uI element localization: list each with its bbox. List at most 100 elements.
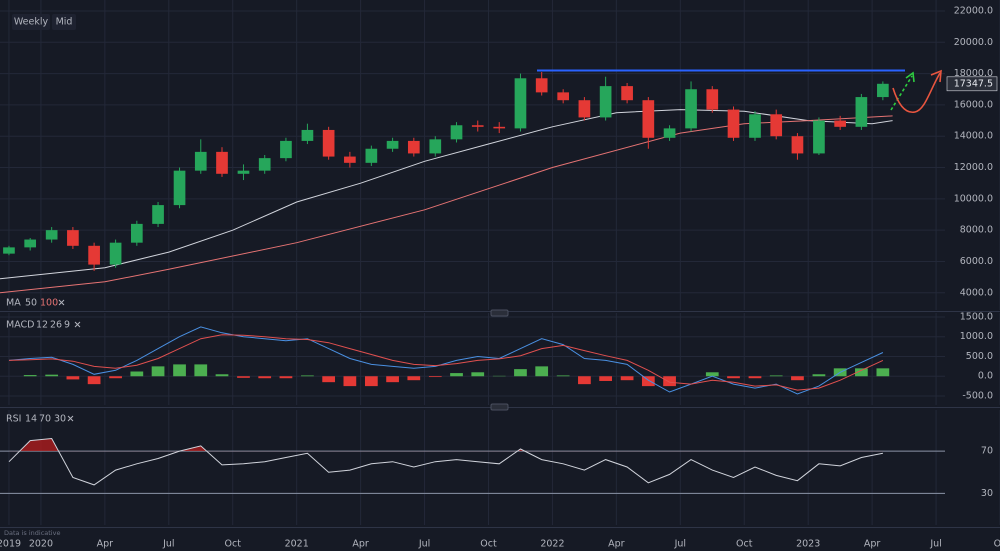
- y-tick-label: 8000.0: [960, 225, 993, 236]
- price-type-label: Mid: [56, 17, 73, 28]
- candle-body: [386, 140, 399, 149]
- x-tick-label: 2022: [540, 539, 564, 550]
- close-icon[interactable]: [58, 299, 65, 306]
- histogram-bar: [23, 375, 37, 377]
- candle-body: [88, 245, 100, 265]
- candle-body: [599, 86, 612, 118]
- price-plot: [0, 69, 905, 294]
- histogram-bar: [663, 376, 676, 387]
- candle-body: [45, 230, 58, 240]
- interval-button[interactable]: [12, 14, 50, 30]
- legend-entry: 26: [50, 320, 62, 331]
- histogram-bar: [791, 376, 804, 381]
- candle-body: [3, 247, 15, 254]
- candle-body: [67, 230, 79, 246]
- y-tick-label: 20000.0: [954, 37, 993, 48]
- legend-entry: 70: [39, 414, 51, 425]
- histogram-bar: [641, 376, 655, 387]
- x-tick-label: 2023: [796, 539, 820, 550]
- histogram-bar: [151, 366, 165, 377]
- histogram-bar: [855, 368, 868, 377]
- candle-body: [514, 78, 527, 129]
- candle-body: [258, 158, 271, 171]
- candle-body: [152, 205, 164, 224]
- arrow-head: [930, 69, 942, 83]
- y-tick-label: 18000.0: [954, 68, 993, 79]
- histogram-bar: [109, 376, 122, 379]
- projection-arrow: [890, 75, 913, 111]
- histogram-bar: [258, 376, 272, 379]
- x-tick-label: Apr: [352, 539, 369, 550]
- last-price-label: 17347.5: [954, 78, 993, 89]
- histogram-bar: [130, 371, 144, 377]
- candle-body: [173, 170, 186, 206]
- histogram-bar: [386, 376, 399, 383]
- x-tick-label: Oct: [480, 539, 497, 550]
- candle-body: [770, 114, 783, 137]
- y-tick-label: 70: [981, 446, 993, 457]
- legend-entry: 9: [64, 320, 70, 331]
- y-tick-label: 16000.0: [954, 99, 993, 110]
- y-tick-label: 22000.0: [954, 5, 993, 16]
- candle-body: [557, 92, 570, 101]
- macd-line: [8, 326, 884, 395]
- y-tick-label: 14000.0: [954, 131, 993, 142]
- candle-body: [642, 100, 655, 138]
- histogram-bar: [748, 376, 762, 379]
- candle-body: [663, 128, 676, 138]
- pane-resize-handle[interactable]: [490, 309, 509, 317]
- candle-body: [493, 126, 506, 129]
- candle-body: [535, 78, 548, 93]
- candle-body: [301, 129, 314, 141]
- histogram-bar: [578, 376, 591, 385]
- moving-average-line: [0, 109, 893, 280]
- x-tick-label: Jul: [674, 539, 686, 550]
- y-tick-label: 0.0: [978, 371, 993, 382]
- close-icon[interactable]: [67, 415, 74, 422]
- candle-body: [365, 148, 378, 163]
- close-icon[interactable]: [74, 321, 81, 328]
- candle-body: [194, 151, 207, 171]
- candle-body: [344, 156, 356, 163]
- candle-body: [237, 170, 250, 174]
- histogram-bar: [428, 376, 442, 378]
- candle-body: [877, 83, 889, 98]
- candle-body: [471, 125, 484, 127]
- y-tick-label: 6000.0: [960, 256, 993, 267]
- histogram-bar: [450, 373, 463, 377]
- interval-label: Weekly: [14, 17, 49, 28]
- x-tick-label: 2019: [0, 539, 21, 550]
- histogram-bar: [194, 364, 208, 377]
- histogram-bar: [45, 374, 59, 377]
- histogram-bar: [727, 376, 740, 379]
- histogram-bar: [343, 376, 357, 387]
- grid: [0, 0, 1000, 525]
- histogram-bar: [705, 372, 719, 377]
- histogram-bar: [599, 376, 612, 381]
- price-type-button[interactable]: [52, 14, 76, 30]
- scenario-arrow: [892, 72, 941, 113]
- histogram-bar: [87, 376, 101, 385]
- histogram-bar: [322, 376, 336, 383]
- marks: [0, 69, 945, 494]
- y-tick-label: 1000.0: [960, 331, 993, 342]
- x-tick-label: Oct: [225, 539, 242, 550]
- candle-body: [109, 242, 122, 265]
- x-tick-label: Apr: [97, 539, 114, 550]
- x-tick-label: 2021: [285, 539, 309, 550]
- histogram-bar: [407, 376, 421, 381]
- arrow-head: [905, 71, 915, 83]
- candle-body: [685, 89, 697, 129]
- y-tick-label: 12000.0: [954, 162, 993, 173]
- candle-body: [450, 125, 463, 140]
- pane-resize-handle[interactable]: [490, 403, 509, 411]
- legend-entry: 50: [25, 298, 37, 309]
- histogram-bar: [535, 366, 549, 377]
- histogram-bar: [769, 375, 783, 377]
- candle-body: [280, 140, 292, 159]
- rsi-plot: [0, 437, 945, 494]
- candle-body: [834, 120, 846, 127]
- legend-entry: 100: [40, 298, 58, 309]
